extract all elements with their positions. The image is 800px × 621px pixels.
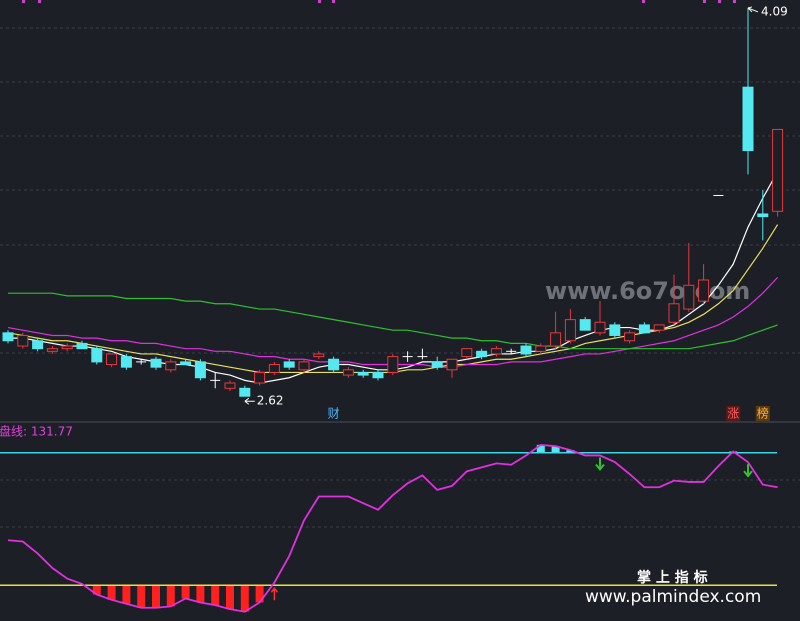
candle-body xyxy=(535,345,547,352)
candle-body xyxy=(298,361,310,371)
below-bar xyxy=(166,585,175,607)
low-label: 2.62 xyxy=(257,394,284,408)
dot xyxy=(703,0,706,3)
high-label: 4.09 xyxy=(761,4,788,18)
site: www.palmindex.com xyxy=(585,587,761,607)
signal-arrow xyxy=(270,586,278,601)
candle-body xyxy=(46,348,58,352)
event-label: 榜 xyxy=(757,406,769,421)
dot xyxy=(718,0,721,3)
candle-body xyxy=(91,348,103,363)
candle-body xyxy=(2,332,14,342)
event-label: 财 xyxy=(328,407,340,421)
event-badge xyxy=(726,406,741,421)
below-bar xyxy=(181,585,190,599)
dot xyxy=(38,0,41,3)
dot xyxy=(642,0,645,3)
candle-body xyxy=(446,358,458,371)
candle-body xyxy=(757,213,769,218)
candle-body xyxy=(609,324,621,336)
event-label: 涨 xyxy=(727,406,739,421)
candle-body xyxy=(254,371,266,384)
candle-body xyxy=(387,356,399,373)
candle-body xyxy=(624,332,636,342)
below-bar xyxy=(107,585,116,600)
candle-body xyxy=(772,128,784,212)
candle-body xyxy=(490,348,502,355)
signal-arrow xyxy=(595,457,605,472)
event-badge xyxy=(755,406,770,421)
below-bar xyxy=(122,585,131,604)
candle-body xyxy=(742,86,754,152)
candle-body xyxy=(668,303,680,323)
annotation-arrow xyxy=(244,397,255,405)
candle-body xyxy=(313,353,325,358)
candle-body xyxy=(476,350,488,358)
dot xyxy=(733,0,736,3)
below-bar xyxy=(196,585,205,603)
candle-body xyxy=(579,319,591,331)
candle-body xyxy=(61,345,73,350)
candle-body xyxy=(150,358,162,368)
candle-body xyxy=(638,324,650,334)
watermark: www.6o7o.com xyxy=(545,277,750,305)
ma-line xyxy=(8,292,778,350)
grid xyxy=(0,27,800,528)
candle-body xyxy=(180,361,192,366)
top-dots xyxy=(22,0,736,3)
below-bar xyxy=(152,585,160,608)
below-bar xyxy=(255,585,264,603)
candle-body xyxy=(194,361,206,379)
dot xyxy=(332,0,335,3)
candle-body xyxy=(106,353,118,366)
above-bar xyxy=(551,446,560,453)
brand: 掌 上 指 标 xyxy=(637,569,708,586)
candle-body xyxy=(17,334,29,347)
candle-body xyxy=(594,321,606,334)
candle-body xyxy=(165,361,177,371)
below-bar xyxy=(137,585,146,608)
dot xyxy=(22,0,25,3)
candle-body xyxy=(32,340,44,350)
below-bar xyxy=(92,585,101,595)
candle-body xyxy=(224,382,236,389)
below-bar xyxy=(226,585,234,610)
candle-body xyxy=(268,364,280,373)
indicator-line xyxy=(7,443,778,613)
below-bar xyxy=(240,585,249,612)
candle-body xyxy=(431,361,443,368)
candle-body xyxy=(372,371,384,379)
candle-body xyxy=(328,358,340,371)
above-bar xyxy=(536,444,545,453)
candle-body xyxy=(550,332,562,347)
candle-body xyxy=(520,345,532,355)
candle-body xyxy=(239,387,251,397)
candle-body xyxy=(461,348,473,358)
candle-body xyxy=(683,284,695,310)
indicator-label: 盘线: 131.77 xyxy=(0,424,73,439)
dot xyxy=(318,0,321,3)
above-bar xyxy=(566,450,575,453)
candle-body xyxy=(120,356,132,368)
candle-body xyxy=(653,324,665,331)
candle-body xyxy=(698,279,710,302)
annotation-arrow xyxy=(747,6,759,13)
candle-body xyxy=(342,369,354,376)
candle-body xyxy=(76,342,88,350)
candle-body xyxy=(357,371,369,376)
candle-body xyxy=(283,361,295,368)
candle-body xyxy=(564,319,576,342)
below-bar xyxy=(211,585,220,606)
signal-arrow xyxy=(743,464,753,478)
